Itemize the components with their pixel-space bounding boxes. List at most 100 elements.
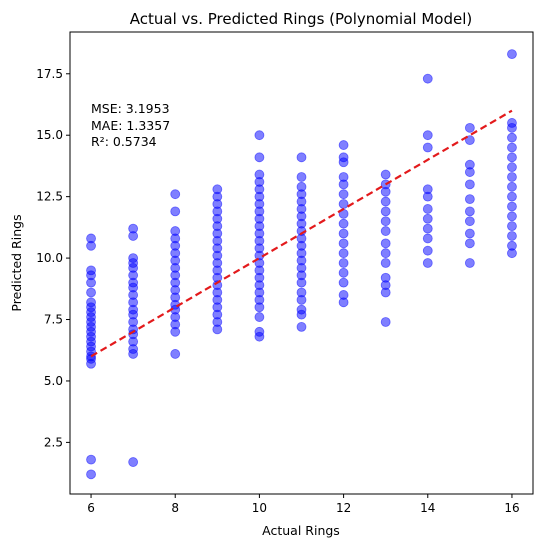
data-point <box>128 223 139 234</box>
data-point <box>86 297 96 308</box>
data-point <box>464 122 475 133</box>
data-point <box>464 206 475 217</box>
data-point <box>507 221 517 232</box>
data-point <box>422 213 433 224</box>
axes: 6 8 10 12 14 16 2.5 5.0 7.5 10.0 12.5 15.0 17.5 <box>36 31 534 515</box>
stat-mae: MAE: 1.3357 <box>91 118 170 133</box>
data-point <box>338 199 349 209</box>
data-point <box>464 238 475 249</box>
data-point <box>464 159 475 170</box>
data-point <box>338 277 349 288</box>
data-point <box>380 169 391 180</box>
data-point <box>254 130 265 141</box>
y-tick-label: 17.5 <box>36 67 63 81</box>
data-point <box>338 172 349 182</box>
data-point <box>296 152 307 163</box>
data-point <box>128 253 139 263</box>
data-point <box>507 172 517 182</box>
data-point <box>507 181 517 192</box>
data-point <box>507 118 517 128</box>
data-point <box>380 272 391 283</box>
data-point <box>170 206 181 217</box>
data-point <box>507 49 517 60</box>
data-point <box>507 142 517 153</box>
y-tick-label: 12.5 <box>36 190 63 204</box>
data-point <box>380 238 391 249</box>
data-point <box>507 132 517 143</box>
data-point <box>338 228 349 239</box>
data-point <box>422 258 433 268</box>
data-point <box>507 201 517 212</box>
data-point <box>422 73 433 84</box>
data-point <box>422 184 433 195</box>
data-point <box>170 189 181 200</box>
y-tick-label: 2.5 <box>44 435 63 449</box>
data-point <box>296 321 307 332</box>
data-point <box>422 142 433 153</box>
data-point <box>338 218 349 229</box>
data-point <box>380 196 391 207</box>
data-point <box>128 457 139 467</box>
data-point <box>507 240 517 251</box>
data-point <box>170 226 181 236</box>
x-tick-label: 6 <box>87 501 95 515</box>
axes-frame <box>69 31 534 495</box>
data-point <box>380 216 391 227</box>
stat-mse: MSE: 3.1953 <box>91 101 170 116</box>
x-tick-label: 10 <box>252 501 267 515</box>
data-point <box>380 206 391 217</box>
data-point <box>86 469 96 480</box>
data-point <box>296 304 307 315</box>
x-axis-label: Actual Rings <box>262 523 340 538</box>
data-point <box>86 233 96 244</box>
data-point <box>507 162 517 173</box>
data-point <box>507 191 517 202</box>
data-point <box>380 226 391 236</box>
data-point <box>380 248 391 259</box>
data-point <box>507 152 517 163</box>
data-point <box>338 290 349 300</box>
data-point <box>422 130 433 141</box>
x-tick-label: 12 <box>336 501 351 515</box>
data-point <box>86 454 96 465</box>
data-point <box>254 326 265 337</box>
data-point <box>86 265 96 276</box>
data-point <box>338 267 349 278</box>
data-point <box>338 189 349 200</box>
data-point <box>296 172 307 182</box>
data-point <box>170 349 181 359</box>
y-tick-label: 15.0 <box>36 128 63 142</box>
data-point <box>422 233 433 244</box>
y-tick-label: 5.0 <box>44 374 63 388</box>
data-point <box>338 258 349 268</box>
data-points <box>86 49 517 480</box>
data-point <box>338 140 349 150</box>
reference-line <box>90 109 513 358</box>
data-point <box>254 169 265 180</box>
data-point <box>422 245 433 256</box>
data-point <box>254 152 265 163</box>
data-point <box>507 211 517 222</box>
data-point <box>380 317 391 327</box>
reference-line-layer <box>90 109 513 358</box>
x-tick-label: 8 <box>171 501 179 515</box>
data-point <box>507 231 517 241</box>
data-point <box>338 238 349 249</box>
data-point <box>464 194 475 205</box>
data-point <box>296 287 307 298</box>
data-point <box>464 258 475 268</box>
y-tick-label: 7.5 <box>44 313 63 327</box>
data-point <box>464 179 475 190</box>
y-tick-label: 10.0 <box>36 251 63 265</box>
data-point <box>464 216 475 227</box>
chart-title: Actual vs. Predicted Rings (Polynomial M… <box>130 10 472 28</box>
data-point <box>86 287 96 298</box>
data-point <box>212 184 223 195</box>
stat-r2: R²: 0.5734 <box>91 134 157 149</box>
y-axis-label: Predicted Rings <box>9 214 24 311</box>
data-point <box>296 181 307 192</box>
data-point <box>464 135 475 146</box>
data-point <box>380 258 391 268</box>
x-tick-label: 14 <box>420 501 435 515</box>
